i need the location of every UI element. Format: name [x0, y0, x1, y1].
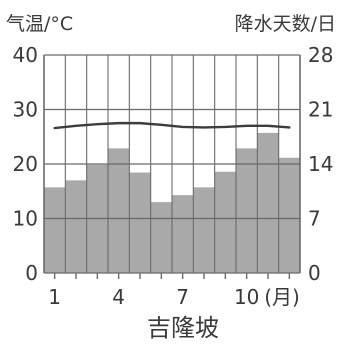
precipitation-bar-1 [44, 187, 66, 273]
precipitation-bar-4 [108, 148, 130, 273]
left-tick-label-40: 40 [13, 43, 38, 67]
right-tick-label-28: 28 [308, 43, 333, 67]
right-tick-label-21: 21 [308, 98, 333, 122]
precipitation-bar-2 [65, 180, 87, 273]
precipitation-bar-8 [193, 187, 215, 273]
x-tick-label-4: 4 [112, 285, 125, 309]
x-tick-label-7: 7 [176, 285, 189, 309]
left-axis-title: 气温/°C [6, 13, 73, 35]
x-axis-unit-label: (月) [264, 285, 300, 309]
precipitation-bar-5 [129, 172, 151, 273]
temperature-line [53, 121, 291, 130]
right-tick-label-7: 7 [308, 207, 321, 231]
bars-layer [44, 132, 300, 273]
precipitation-bar-9 [214, 171, 236, 273]
left-tick-label-30: 30 [13, 98, 38, 122]
left-tick-label-0: 0 [25, 261, 38, 285]
right-axis-title: 降水天数/日 [235, 13, 336, 35]
left-tick-label-10: 10 [13, 207, 38, 231]
line-layer [53, 121, 291, 130]
right-tick-label-0: 0 [308, 261, 321, 285]
precipitation-bar-11 [257, 132, 279, 273]
right-tick-label-14: 14 [308, 152, 333, 176]
x-tick-label-10: 10 [234, 285, 259, 309]
precipitation-bar-12 [278, 157, 300, 273]
place-name-label: 吉隆坡 [147, 314, 219, 342]
grid-layer [43, 54, 301, 279]
left-tick-label-20: 20 [13, 152, 38, 176]
precipitation-bar-7 [172, 195, 194, 273]
precipitation-bar-10 [236, 148, 258, 273]
x-tick-label-1: 1 [48, 285, 61, 309]
precipitation-bar-6 [150, 202, 172, 273]
